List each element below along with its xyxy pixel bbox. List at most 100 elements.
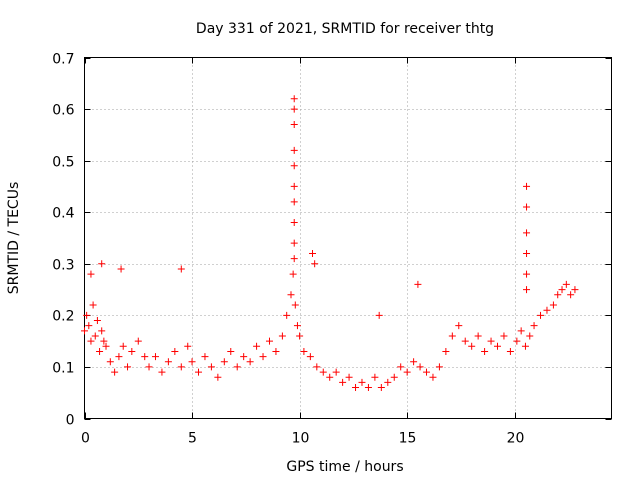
data-point [530, 322, 538, 330]
data-point [377, 384, 385, 392]
data-point [290, 182, 298, 190]
data-point [290, 198, 298, 206]
plot-frame [84, 57, 612, 419]
data-point [106, 358, 114, 366]
data-point [93, 317, 101, 325]
data-point [227, 347, 235, 355]
y-tick-label: 0.4 [52, 206, 74, 222]
data-point [220, 358, 228, 366]
y-tick-label: 0.1 [52, 361, 74, 377]
data-point [290, 121, 298, 129]
data-point [442, 347, 450, 355]
data-point [87, 337, 95, 345]
data-point [145, 363, 153, 371]
data-point [115, 353, 123, 361]
data-point [290, 162, 298, 170]
data-point [537, 311, 545, 319]
data-point [500, 332, 508, 340]
data-point [207, 363, 215, 371]
data-point [371, 373, 379, 381]
y-tick-label: 0.6 [52, 103, 74, 119]
x-axis-label: GPS time / hours [286, 459, 403, 475]
data-point [309, 249, 317, 257]
data-point [543, 306, 551, 314]
data-point [290, 146, 298, 154]
data-point [526, 332, 534, 340]
data-point [435, 363, 443, 371]
chart-title: Day 331 of 2021, SRMTID for receiver tht… [196, 21, 494, 37]
data-point [184, 342, 192, 350]
data-point [89, 301, 97, 309]
data-point [214, 373, 222, 381]
data-point [461, 337, 469, 345]
data-point [124, 363, 132, 371]
data-point [481, 347, 489, 355]
data-point [85, 322, 93, 330]
y-tick-label: 0.5 [52, 155, 74, 171]
data-point [397, 363, 405, 371]
data-point [448, 332, 456, 340]
data-point [429, 373, 437, 381]
data-point [521, 342, 529, 350]
data-point [158, 368, 166, 376]
data-point [253, 342, 261, 350]
data-point [313, 363, 321, 371]
data-point [278, 332, 286, 340]
axis-ticks [84, 57, 612, 420]
data-point [128, 347, 136, 355]
y-tick-label: 0.3 [52, 258, 74, 274]
data-point [375, 311, 383, 319]
data-point [523, 229, 531, 237]
data-point [96, 347, 104, 355]
data-point [290, 105, 298, 113]
data-point [549, 301, 557, 309]
x-tick-labels: 0 5 10 15 20 [81, 431, 524, 447]
data-point [177, 265, 185, 273]
data-point [188, 358, 196, 366]
data-point [352, 384, 360, 392]
data-point [290, 239, 298, 247]
data-point [296, 332, 304, 340]
data-point [290, 255, 298, 263]
data-point [571, 286, 579, 294]
data-point [265, 337, 273, 345]
data-point [493, 342, 501, 350]
data-point [100, 337, 108, 345]
data-point [455, 322, 463, 330]
data-point [523, 182, 531, 190]
data-point [81, 327, 88, 335]
data-point [390, 373, 398, 381]
grid-lines [84, 57, 612, 419]
x-tick-label: 0 [81, 431, 90, 447]
data-point [410, 358, 418, 366]
data-point [517, 327, 525, 335]
data-point [290, 219, 298, 227]
data-point [98, 327, 106, 335]
data-point [201, 353, 209, 361]
data-point [487, 337, 495, 345]
data-point [134, 337, 142, 345]
data-point [283, 311, 291, 319]
data-point [358, 378, 366, 386]
data-point [151, 353, 159, 361]
data-point [339, 378, 347, 386]
data-point [567, 291, 575, 299]
data-point [83, 311, 91, 319]
data-point [506, 347, 514, 355]
data-point [291, 301, 299, 309]
data-point [523, 249, 531, 257]
data-point [306, 353, 314, 361]
y-tick-label: 0.2 [52, 309, 74, 325]
x-tick-label: 20 [507, 431, 525, 447]
data-point [111, 368, 119, 376]
data-point [195, 368, 203, 376]
data-point [246, 358, 254, 366]
data-point [91, 332, 99, 340]
data-point [240, 353, 248, 361]
data-point [233, 363, 241, 371]
data-point [364, 384, 372, 392]
data-point [468, 342, 476, 350]
data-point [416, 363, 424, 371]
data-point [293, 322, 301, 330]
